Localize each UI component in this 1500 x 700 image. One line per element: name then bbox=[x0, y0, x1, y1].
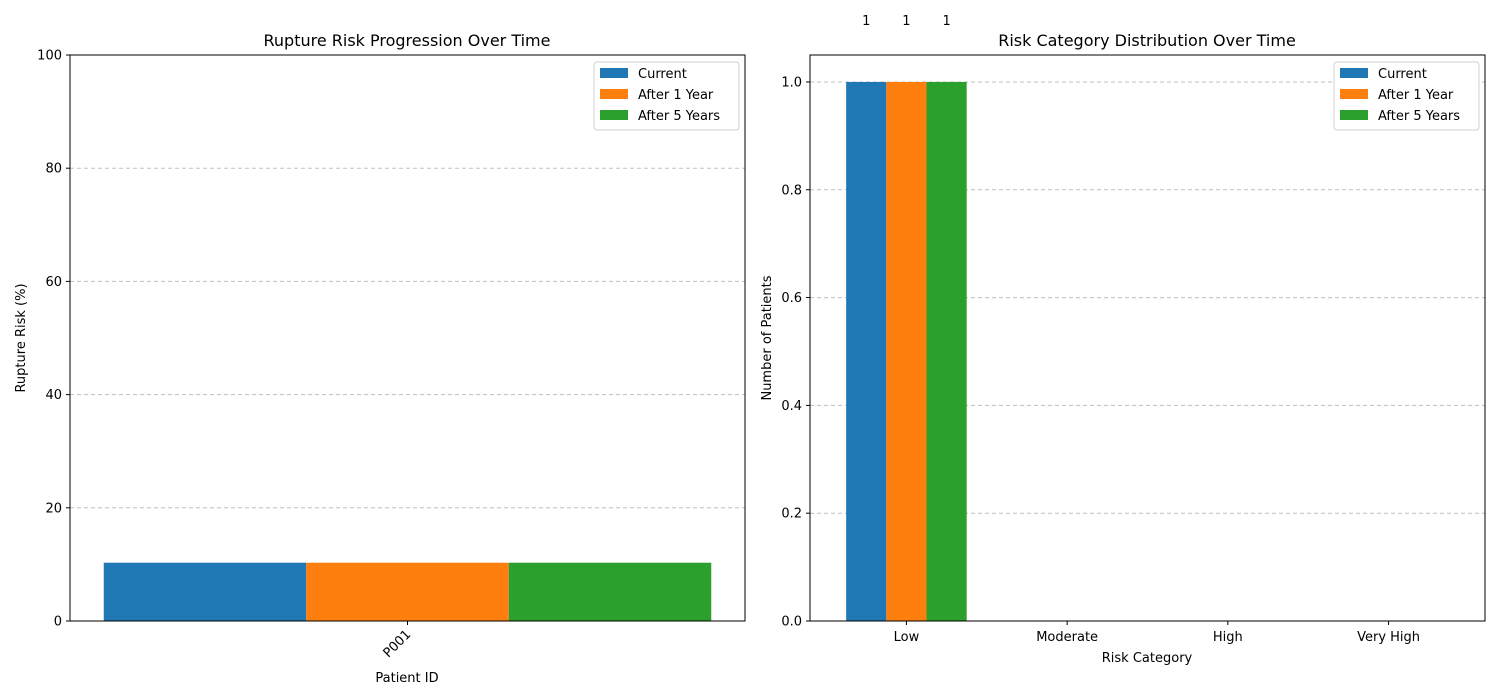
y-tick-label: 40 bbox=[45, 388, 62, 403]
bars bbox=[846, 81, 967, 621]
data-label: 1 bbox=[942, 14, 950, 29]
legend-label: After 1 Year bbox=[1378, 88, 1454, 103]
bar bbox=[306, 562, 509, 621]
y-tick-label: 0.8 bbox=[781, 183, 802, 198]
data-label: 1 bbox=[862, 14, 870, 29]
legend-swatch bbox=[1340, 110, 1368, 120]
x-tick-label: Low bbox=[894, 630, 920, 645]
x-tick-label: Moderate bbox=[1036, 630, 1098, 645]
legend-label: After 1 Year bbox=[638, 88, 714, 103]
data-labels: 1 1 1 bbox=[862, 14, 951, 29]
rupture-risk-chart: Rupture Risk Progression Over Time 0 20 40… bbox=[14, 31, 746, 686]
y-tick-label: 0 bbox=[54, 615, 62, 630]
y-tick-label: 1.0 bbox=[781, 75, 802, 90]
x-ticks: P001 bbox=[381, 621, 415, 661]
bar bbox=[508, 562, 712, 621]
y-tick-label: 80 bbox=[45, 162, 62, 177]
y-ticks: 0.0 0.2 0.4 0.6 0.8 1.0 bbox=[781, 75, 810, 630]
y-tick-label: 0.0 bbox=[781, 615, 802, 630]
data-label: 1 bbox=[902, 14, 910, 29]
x-axis-label: Patient ID bbox=[375, 671, 438, 686]
legend-label: After 5 Years bbox=[1378, 109, 1460, 124]
x-tick-label: High bbox=[1213, 630, 1243, 645]
legend-swatch bbox=[1340, 89, 1368, 99]
legend-label: After 5 Years bbox=[638, 109, 720, 124]
chart-title: Rupture Risk Progression Over Time bbox=[264, 31, 551, 50]
y-axis-label: Rupture Risk (%) bbox=[14, 283, 29, 392]
legend: Current After 1 Year After 5 Years bbox=[1333, 61, 1480, 131]
y-tick-label: 60 bbox=[45, 275, 62, 290]
x-tick-label: Very High bbox=[1357, 630, 1420, 645]
legend-swatch bbox=[600, 110, 628, 120]
bars bbox=[103, 562, 712, 621]
legend-box bbox=[1333, 61, 1480, 131]
legend-label: Current bbox=[1378, 67, 1427, 82]
y-tick-label: 20 bbox=[45, 501, 62, 516]
legend-swatch bbox=[600, 68, 628, 78]
x-ticks: Low Moderate High Very High bbox=[894, 621, 1420, 645]
x-axis-label: Risk Category bbox=[1102, 651, 1193, 666]
bar bbox=[103, 562, 307, 621]
chart-title: Risk Category Distribution Over Time bbox=[998, 31, 1296, 50]
y-axis-label: Number of Patients bbox=[760, 275, 775, 400]
bar bbox=[926, 81, 967, 621]
legend: Current After 1 Year After 5 Years bbox=[593, 61, 740, 131]
x-tick-label: P001 bbox=[381, 627, 415, 661]
y-ticks: 0 20 40 60 80 100 bbox=[37, 49, 70, 630]
y-tick-label: 0.2 bbox=[781, 507, 802, 522]
y-tick-label: 100 bbox=[37, 49, 62, 64]
bar bbox=[846, 81, 887, 621]
plot-frame bbox=[69, 54, 746, 622]
y-tick-label: 0.4 bbox=[781, 399, 802, 414]
legend-swatch bbox=[600, 89, 628, 99]
legend-box bbox=[593, 61, 740, 131]
y-tick-label: 0.6 bbox=[781, 291, 802, 306]
bar bbox=[886, 81, 927, 621]
legend-label: Current bbox=[638, 67, 687, 82]
risk-category-chart: Risk Category Distribution Over Time 0.0… bbox=[760, 14, 1486, 666]
plot-frame bbox=[809, 54, 1486, 622]
legend-swatch bbox=[1340, 68, 1368, 78]
